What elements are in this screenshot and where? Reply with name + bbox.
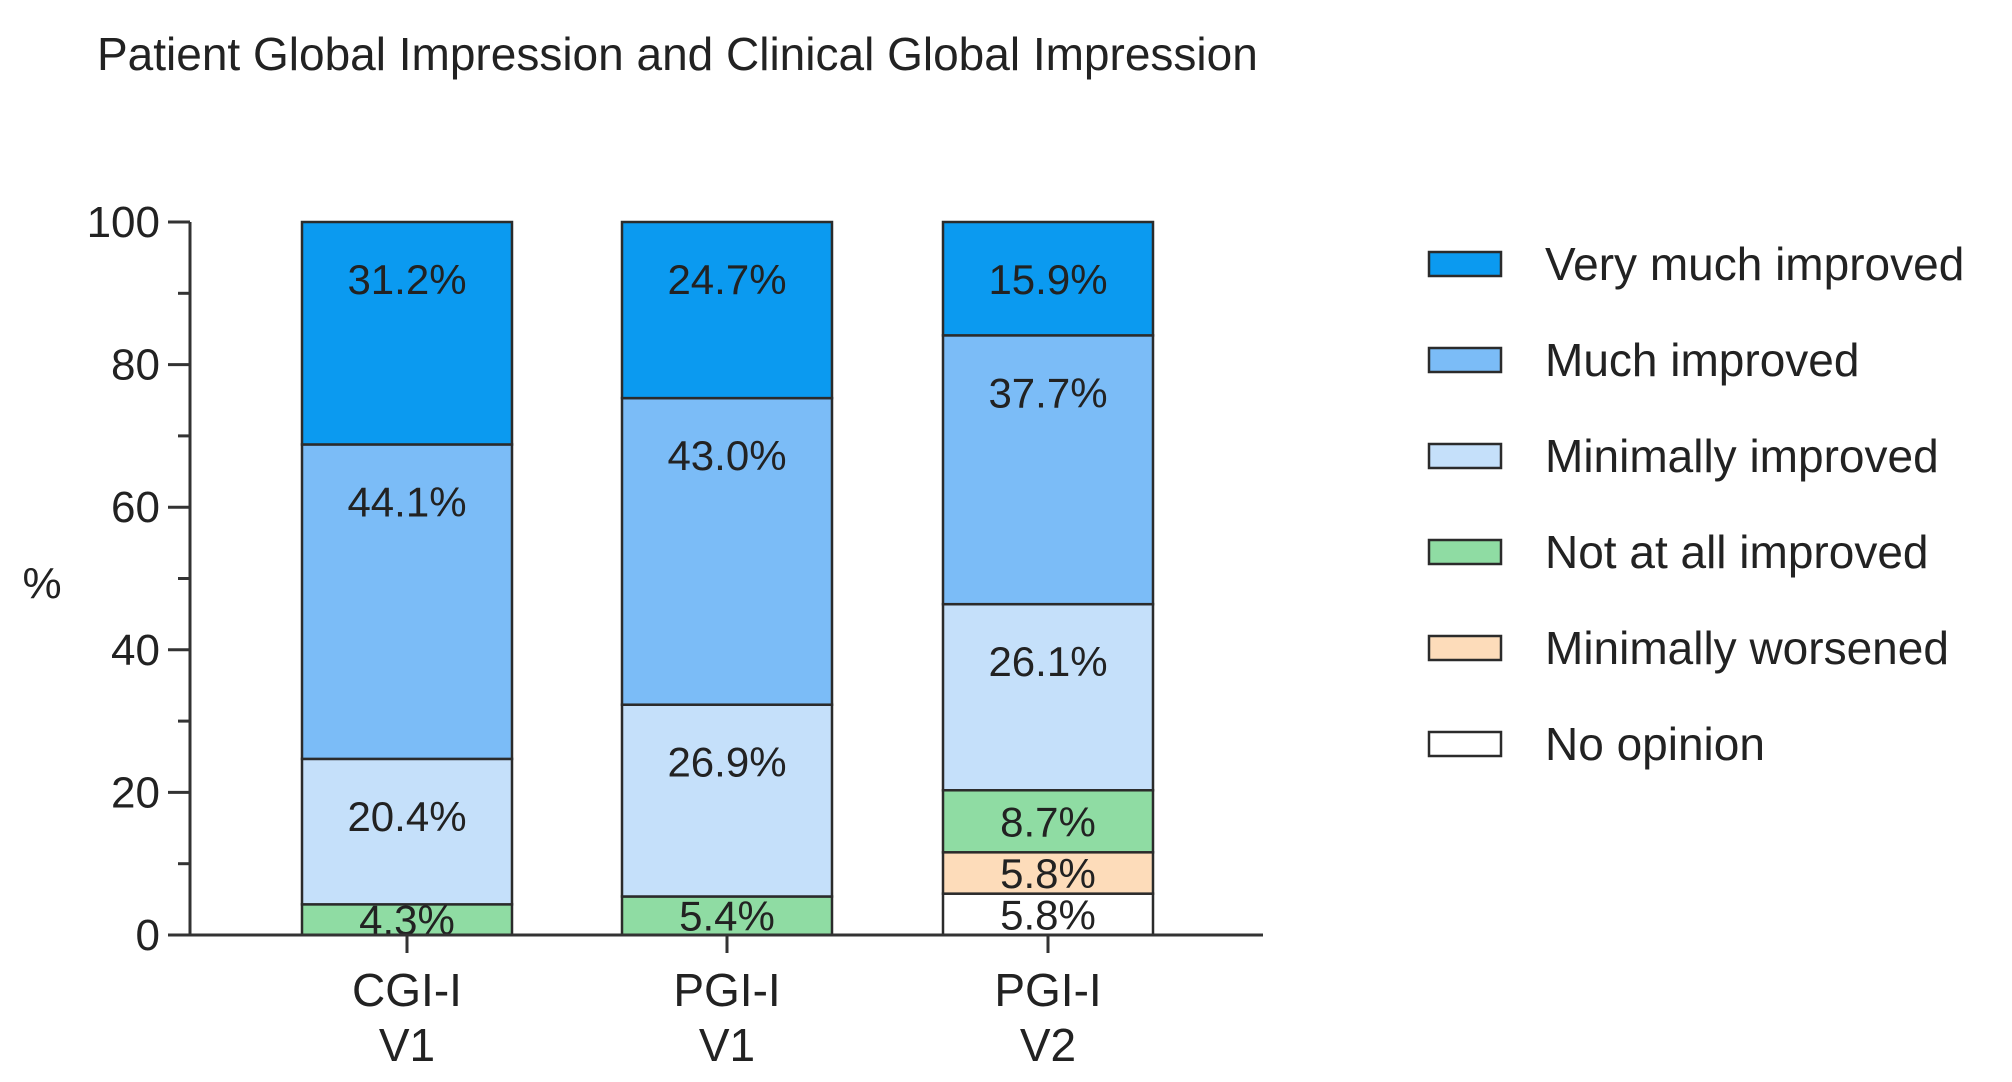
y-tick-label: 60 (111, 483, 160, 532)
x-tick-label: PGI-I (673, 964, 780, 1016)
y-tick-label: 100 (87, 198, 160, 247)
bar-segment (941, 851, 1155, 895)
chart-title: Patient Global Impression and Clinical G… (97, 28, 1258, 80)
legend-item: Much improved (1427, 334, 1859, 386)
y-tick-label: 0 (136, 911, 160, 960)
legend-swatch (1427, 538, 1503, 566)
x-tick-label: CGI-I (352, 964, 462, 1016)
bar-segment (620, 396, 834, 706)
data-label: 5.8% (1000, 891, 1096, 938)
data-label: 43.0% (667, 432, 786, 479)
data-label: 37.7% (988, 369, 1107, 416)
bar-stack-cgi-i-v1: 4.3%20.4%44.1%31.2% (300, 220, 514, 944)
bar-stack-pgi-i-v2: 5.8%5.8% 8.7% 26.1% 37.7% 15.9% (941, 220, 1155, 938)
data-label: 15.9% (988, 256, 1107, 303)
y-axis-label: % (22, 559, 61, 608)
bar-segment (941, 892, 1155, 937)
legend-label: Minimally improved (1545, 430, 1939, 482)
legend-label: Very much improved (1545, 238, 1964, 290)
legend-label: Not at all improved (1545, 526, 1929, 578)
data-label: 24.7% (667, 256, 786, 303)
bars-layer: 4.3%20.4%44.1%31.2%5.4%26.9%43.0%24.7%5.… (300, 220, 1155, 944)
data-label: 26.1% (988, 638, 1107, 685)
data-label: 20.4% (347, 793, 466, 840)
y-tick-label: 20 (111, 768, 160, 817)
legend-item: No opinion (1427, 718, 1765, 770)
bar-segment (300, 220, 514, 446)
bar-segment (620, 220, 834, 400)
x-tick-label: PGI-I (994, 964, 1101, 1016)
data-label: 5.8% (1000, 850, 1096, 897)
data-label: 5.4% (679, 893, 775, 940)
x-tick-label: V2 (1020, 1019, 1076, 1071)
legend-item: Very much improved (1427, 238, 1964, 290)
bar-segment (620, 703, 834, 898)
legend-swatch (1427, 250, 1503, 278)
bar-segment (941, 334, 1155, 606)
legend-item: Minimally improved (1427, 430, 1939, 482)
y-tick-label: 80 (111, 341, 160, 390)
legend-swatch (1427, 730, 1503, 758)
legend-swatch (1427, 346, 1503, 374)
data-label: 44.1% (347, 478, 466, 525)
data-label: 31.2% (347, 256, 466, 303)
bar-segment (941, 789, 1155, 854)
data-label: 26.9% (667, 739, 786, 786)
bar-stack-pgi-i-v1: 5.4% 26.9% 43.0% 24.7% (620, 220, 834, 940)
legend-swatch (1427, 634, 1503, 662)
data-label: 8.7% (1000, 798, 1096, 845)
bar-segment (941, 220, 1155, 337)
bar-segment (941, 602, 1155, 792)
legend-item: Not at all improved (1427, 526, 1929, 578)
y-axis: 0 20 40 60 80 100 (87, 198, 192, 960)
x-tick-label: V1 (379, 1019, 435, 1071)
x-tick-label: V1 (699, 1019, 755, 1071)
legend: Very much improved Much improved Minimally… (1427, 238, 1964, 770)
legend-swatch (1427, 442, 1503, 470)
legend-label: Much improved (1545, 334, 1859, 386)
bar-segment (300, 443, 514, 761)
y-tick-label: 40 (111, 626, 160, 675)
legend-item: Minimally worsened (1427, 622, 1949, 674)
legend-label: Minimally worsened (1545, 622, 1949, 674)
legend-label: No opinion (1545, 718, 1765, 770)
